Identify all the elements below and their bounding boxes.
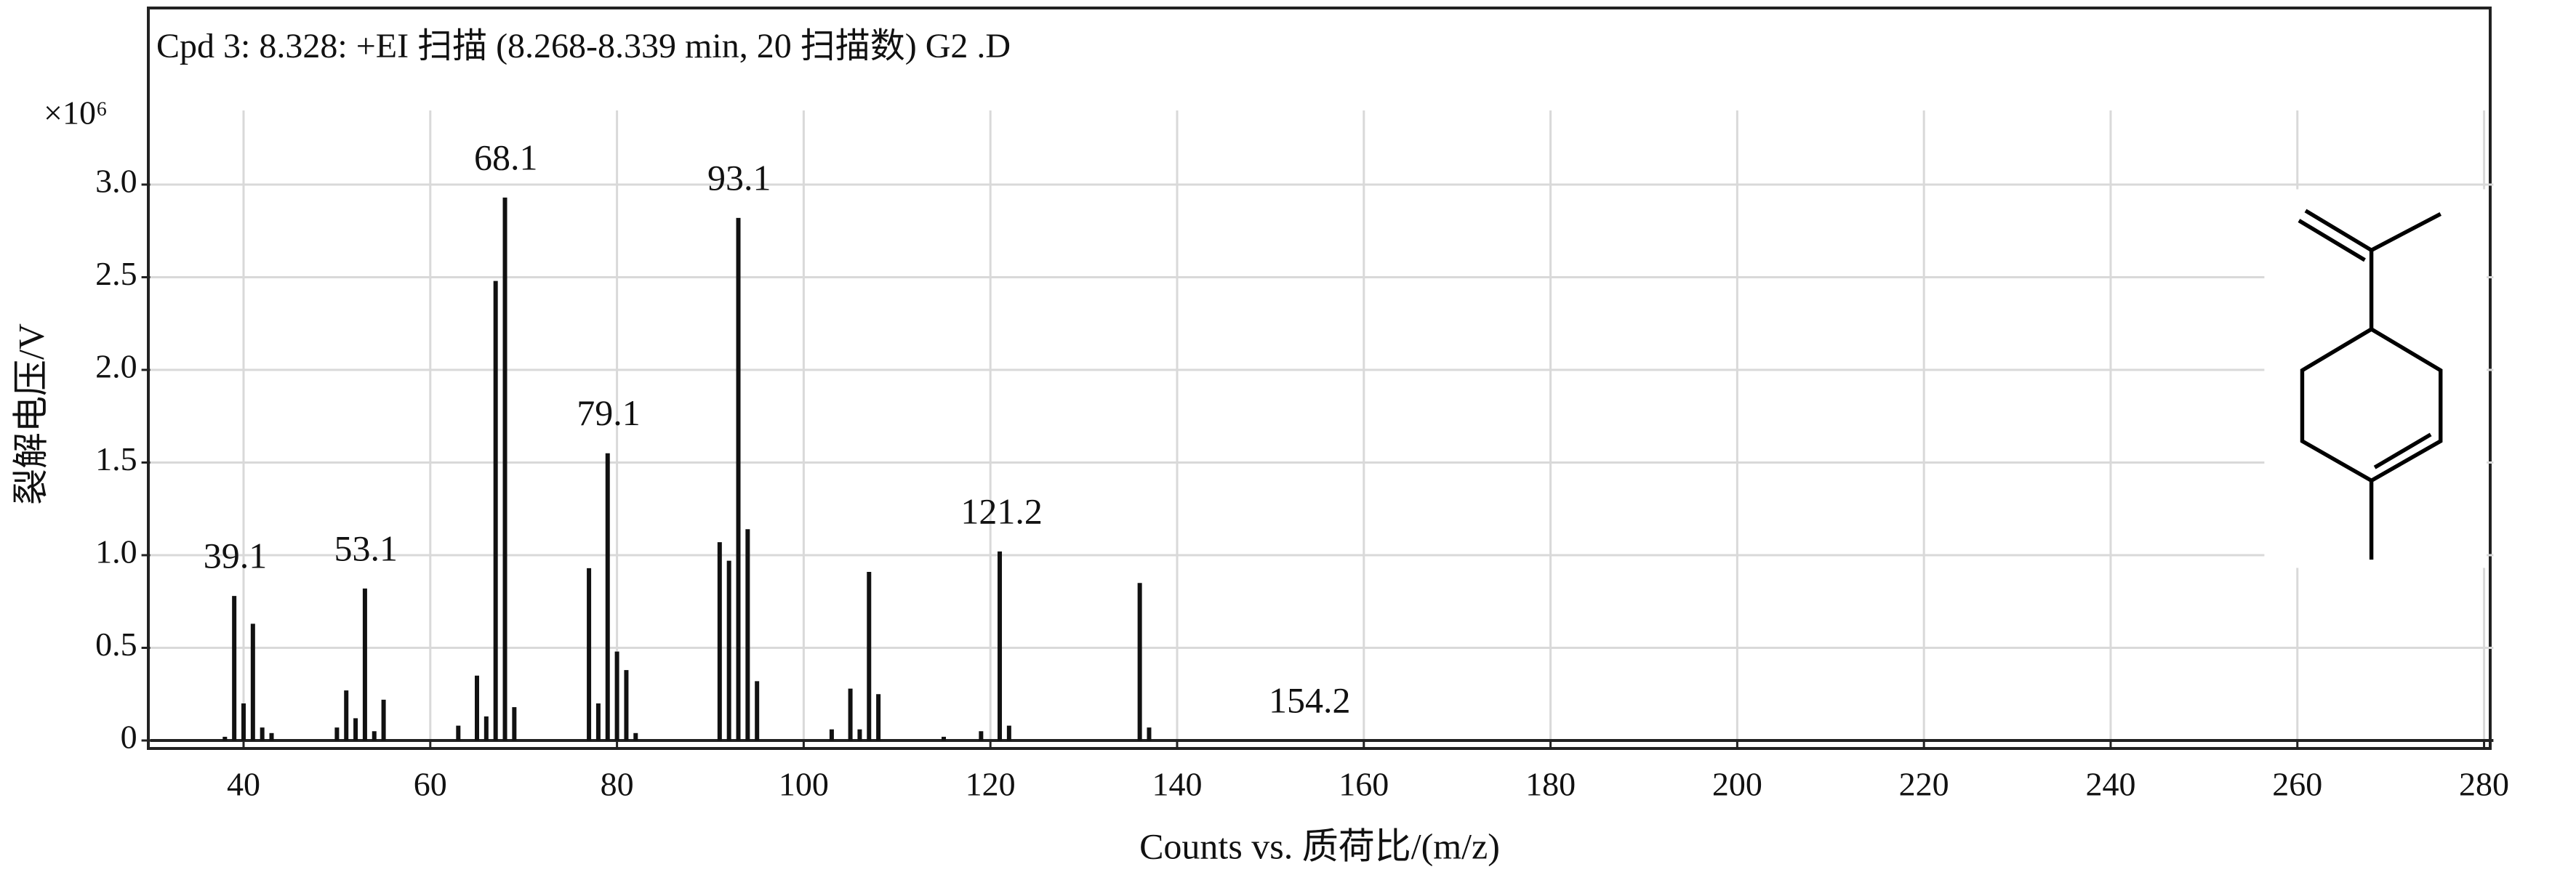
x-tick-label: 220: [1899, 766, 1949, 803]
peaks: [222, 197, 1152, 740]
chart-title: Cpd 3: 8.328: +EI 扫描 (8.268-8.339 min, 2…: [156, 27, 1011, 65]
peak-label: 121.2: [960, 491, 1043, 531]
x-tick-label: 260: [2272, 766, 2322, 803]
x-tick-label: 180: [1525, 766, 1576, 803]
x-tick-label: 140: [1152, 766, 1202, 803]
x-tick-label: 40: [227, 766, 260, 803]
x-tick-label: 80: [601, 766, 634, 803]
x-tick-label: 240: [2085, 766, 2135, 803]
y-tick-label: 1.5: [95, 440, 137, 477]
peak-label: 39.1: [204, 536, 268, 576]
y-tick-label: 1.0: [95, 533, 137, 570]
peak-label: 93.1: [707, 157, 771, 198]
y-tick-label: 2.0: [95, 348, 137, 385]
x-tick-label: 200: [1712, 766, 1762, 803]
x-tick-label: 160: [1339, 766, 1389, 803]
x-tick-label: 280: [2459, 766, 2509, 803]
y-tick-label: 0: [121, 719, 137, 756]
y-multiplier: ×10⁶: [44, 94, 108, 132]
frame: [147, 7, 2492, 750]
y-axis-label: 裂解电压/V: [10, 323, 51, 505]
peak-label: 79.1: [577, 392, 641, 433]
peak-label: 53.1: [334, 528, 398, 568]
y-tick-label: 2.5: [95, 255, 137, 292]
y-tick-label: 3.0: [95, 163, 137, 200]
x-tick-label: 120: [966, 766, 1016, 803]
peak-label: 154.2: [1269, 679, 1351, 720]
x-axis-label: Counts vs. 质荷比/(m/z): [1139, 825, 1500, 866]
grid: [141, 110, 2494, 749]
x-tick-label: 100: [779, 766, 829, 803]
structure: [2264, 189, 2487, 568]
peak-label: 68.1: [474, 137, 538, 177]
y-tick-label: 0.5: [95, 626, 137, 663]
x-tick-label: 60: [414, 766, 447, 803]
